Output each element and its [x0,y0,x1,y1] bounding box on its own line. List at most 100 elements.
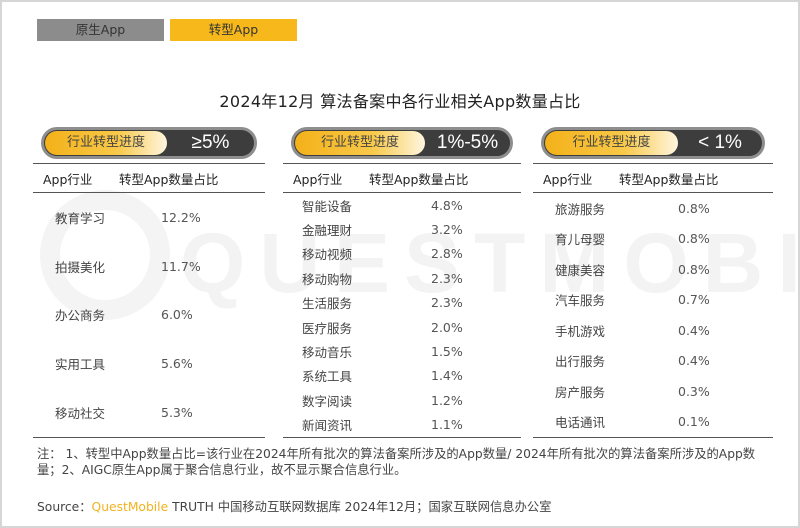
table-row: 数字阅读 1.2% [283,388,521,412]
share-cell: 0.8% [678,261,710,277]
share-cell: 1.1% [431,417,463,433]
progress-pill: 行业转型进度 ≥5% [41,127,257,159]
industry-cell: 房产服务 [555,384,606,400]
table-row: 移动音乐 1.5% [283,339,521,363]
table-body: 智能设备 4.8% 金融理财 3.2% 移动视频 2.8% 移动购物 2.3% 生活服务… [283,193,521,438]
industry-cell: 新闻资讯 [302,418,353,434]
pill-range: 1%-5% [436,132,499,153]
share-cell: 4.8% [431,197,463,213]
industry-cell: 移动视频 [302,247,353,263]
table-row: 电话通讯 0.1% [533,407,773,438]
share-cell: 2.8% [431,246,463,262]
table-row: 移动视频 2.8% [283,242,521,266]
share-cell: 2.3% [431,295,463,311]
share-cell: 11.7% [161,258,201,274]
col-share: 转型App数量占比 [119,171,219,187]
industry-cell: 医疗服务 [302,320,353,336]
share-cell: 5.3% [161,405,193,421]
industry-cell: 移动购物 [302,271,353,287]
col-share: 转型App数量占比 [619,171,719,187]
table-row: 智能设备 4.8% [283,193,521,217]
panel-1-5pct: 行业转型进度 1%-5% App行业 转型App数量占比 智能设备 4.8% 金融… [283,127,521,438]
share-cell: 1.4% [431,368,463,384]
table-row: 健康美容 0.8% [533,254,773,285]
table-header: App行业 转型App数量占比 [533,163,773,193]
industry-cell: 移动社交 [55,406,106,422]
panel-ge-5pct: 行业转型进度 ≥5% App行业 转型App数量占比 教育学习 12.2% 拍摄美… [33,127,265,438]
industry-cell: 办公商务 [55,308,106,324]
table-row: 办公商务 6.0% [33,291,265,340]
share-cell: 1.2% [431,392,463,408]
source-prefix: Source： [37,500,92,514]
industry-cell: 移动音乐 [302,345,353,361]
share-cell: 3.2% [431,222,463,238]
col-industry: App行业 [43,171,93,187]
source-line: Source：QuestMobile TRUTH 中国移动互联网数据库 2024… [37,497,551,515]
progress-pill: 行业转型进度 1%-5% [291,127,513,159]
industry-cell: 生活服务 [302,296,353,312]
col-industry: App行业 [543,171,593,187]
industry-cell: 健康美容 [555,262,606,278]
pill-range: < 1% [698,132,742,153]
pill-range: ≥5% [191,132,230,153]
source-rest: TRUTH 中国移动互联网数据库 2024年12月；国家互联网信息办公室 [168,500,552,514]
pill-label: 行业转型进度 [45,131,167,155]
table-body: 教育学习 12.2% 拍摄美化 11.7% 办公商务 6.0% 实用工具 5.6% 移动… [33,193,265,438]
industry-cell: 手机游戏 [555,323,606,339]
share-cell: 6.0% [161,307,193,323]
table-row: 手机游戏 0.4% [533,315,773,346]
industry-cell: 出行服务 [555,354,606,370]
table-row: 医疗服务 2.0% [283,315,521,339]
share-cell: 0.4% [678,353,710,369]
industry-cell: 智能设备 [302,198,353,214]
table-row: 移动购物 2.3% [283,266,521,290]
table-body: 旅游服务 0.8% 育儿母婴 0.8% 健康美容 0.8% 汽车服务 0.7% 手机游戏… [533,193,773,438]
panel-lt-1pct: 行业转型进度 < 1% App行业 转型App数量占比 旅游服务 0.8% 育儿母… [533,127,773,438]
table-row: 旅游服务 0.8% [533,193,773,224]
share-cell: 0.4% [678,322,710,338]
industry-cell: 教育学习 [55,210,106,226]
table-row: 生活服务 2.3% [283,291,521,315]
table-row: 系统工具 1.4% [283,364,521,388]
industry-cell: 汽车服务 [555,293,606,309]
share-cell: 0.3% [678,383,710,399]
industry-cell: 育儿母婴 [555,232,606,248]
share-cell: 0.1% [678,414,710,430]
col-share: 转型App数量占比 [369,171,469,187]
progress-pill: 行业转型进度 < 1% [541,127,765,159]
pill-label: 行业转型进度 [545,131,678,155]
legend-native-app: 原生App [37,19,164,41]
industry-cell: 旅游服务 [555,201,606,217]
pill-label: 行业转型进度 [295,131,425,155]
share-cell: 0.8% [678,200,710,216]
industry-cell: 拍摄美化 [55,259,106,275]
table-row: 金融理财 3.2% [283,217,521,241]
industry-cell: 数字阅读 [302,393,353,409]
share-cell: 0.8% [678,231,710,247]
table-row: 房产服务 0.3% [533,376,773,407]
share-cell: 5.6% [161,356,193,372]
table-row: 汽车服务 0.7% [533,285,773,316]
table-row: 实用工具 5.6% [33,339,265,388]
industry-cell: 实用工具 [55,357,106,373]
industry-cell: 电话通讯 [555,415,606,431]
share-cell: 12.2% [161,209,201,225]
footnote: 注： 1、转型中App数量占比=该行业在2024年所有批次的算法备案所涉及的Ap… [37,447,756,477]
industry-cell: 系统工具 [302,369,353,385]
col-industry: App行业 [293,171,343,187]
share-cell: 1.5% [431,344,463,360]
source-brand: QuestMobile [91,500,169,514]
chart-title: 2024年12月 算法备案中各行业相关App数量占比 [219,92,581,111]
table-header: App行业 转型App数量占比 [283,163,521,193]
table-header: App行业 转型App数量占比 [33,163,265,193]
share-cell: 2.3% [431,270,463,286]
share-cell: 0.7% [678,292,710,308]
table-row: 育儿母婴 0.8% [533,224,773,255]
share-cell: 2.0% [431,319,463,335]
table-row: 移动社交 5.3% [33,388,265,437]
table-row: 出行服务 0.4% [533,346,773,377]
table-row: 拍摄美化 11.7% [33,242,265,291]
industry-cell: 金融理财 [302,223,353,239]
table-row: 新闻资讯 1.1% [283,413,521,437]
